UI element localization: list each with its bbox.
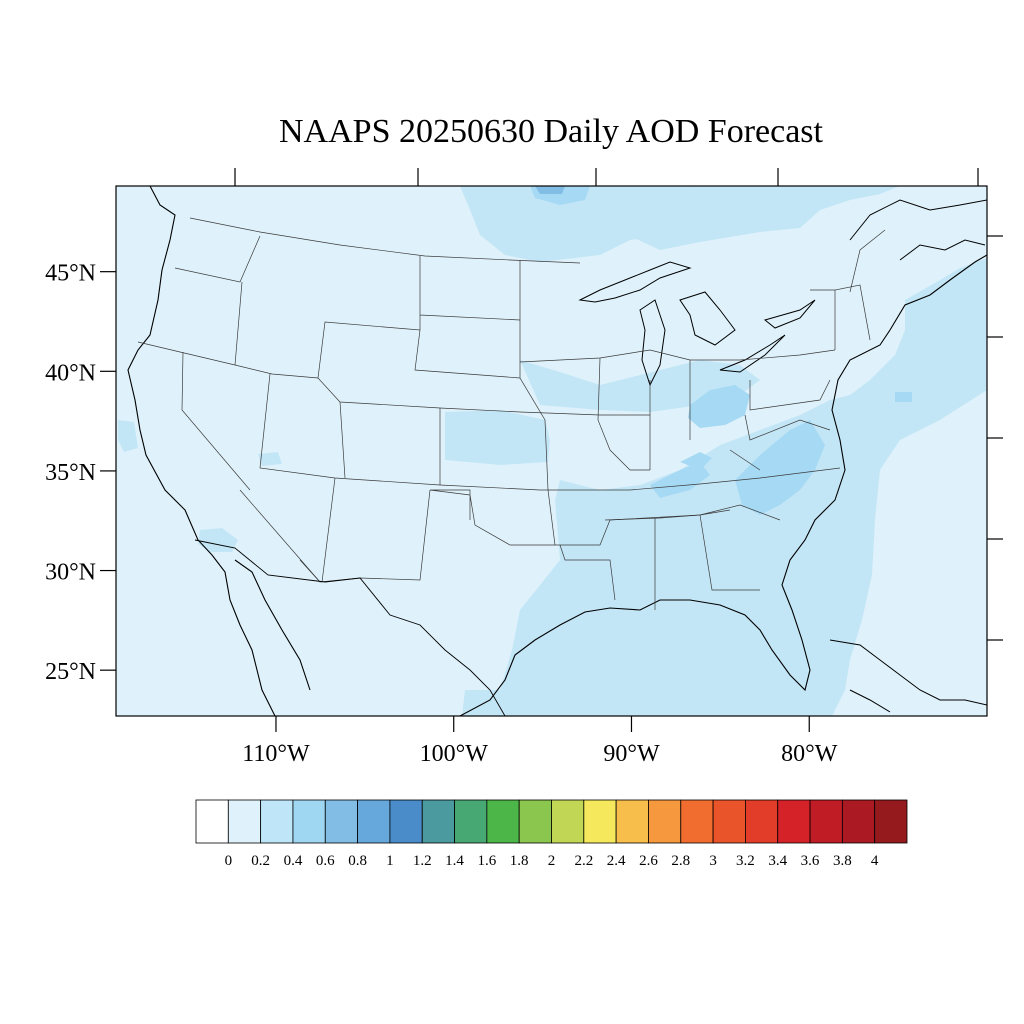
- colorbar-label: 3.6: [801, 853, 820, 869]
- colorbar-swatch: [841, 799, 876, 844]
- colorbar-swatch: [518, 799, 552, 844]
- colorbar-label: 2: [548, 853, 556, 869]
- colorbar-label: 0: [225, 853, 233, 869]
- canada-mexico-coast: [829, 199, 987, 713]
- map-title: NAAPS 20250630 Daily AOD Forecast: [279, 113, 824, 150]
- colorbar-label: 1.4: [445, 853, 464, 869]
- colorbar-swatch: [551, 799, 585, 844]
- colorbar-label: 1: [386, 853, 394, 869]
- colorbar-swatch: [454, 799, 488, 844]
- aod-region-northern-band: [630, 186, 900, 250]
- aod-hotspot-ohio-valley: [688, 385, 750, 428]
- longitude-axis: 110°W 100°W 90°W 80°W: [242, 716, 838, 767]
- colorbar-swatch: [777, 799, 811, 844]
- aod-colorbar: 0 0.2 0.4 0.6 0.8 1 1.2 1.4 1.6 1.8 2 2.2 2.4 2.6 2.8 3…: [195, 799, 908, 869]
- us-mexico-border: [194, 539, 506, 716]
- colorbar-swatch: [421, 799, 455, 844]
- colorbar-label: 4: [871, 853, 879, 869]
- aod-region-upper-midwest: [460, 186, 700, 262]
- colorbar-swatch: [324, 799, 358, 844]
- colorbar-swatch: [712, 799, 746, 844]
- lon-tick-label: 80°W: [781, 741, 838, 767]
- lon-tick-label: 100°W: [420, 741, 489, 767]
- colorbar-label: 2.6: [639, 853, 658, 869]
- coastline-outline: [127, 186, 987, 716]
- lat-tick-label: 40°N: [45, 360, 96, 386]
- colorbar-label: 2.4: [607, 853, 626, 869]
- colorbar-label: 3.4: [768, 853, 787, 869]
- top-ticks: [234, 168, 979, 186]
- colorbar-swatch: [486, 799, 520, 844]
- colorbar-swatch: [357, 799, 391, 844]
- aod-peak-lake-superior: [535, 186, 565, 194]
- colorbar-swatch: [745, 799, 779, 844]
- colorbar-label: 1.8: [510, 853, 529, 869]
- colorbar-swatch: [809, 799, 843, 844]
- colorbar-swatch: [648, 799, 682, 844]
- colorbar-label: 3: [709, 853, 717, 869]
- aod-hotspot-offshore: [895, 392, 912, 402]
- colorbar-swatch: [583, 799, 617, 844]
- aod-region-nevada: [258, 452, 282, 466]
- map-panel: [116, 186, 987, 716]
- lat-tick-label: 25°N: [45, 659, 96, 685]
- right-ticks: [987, 235, 1003, 641]
- aod-band-0-4-0-6: [118, 186, 987, 716]
- colorbar-label: 0.8: [348, 853, 367, 869]
- map-frame: [115, 185, 988, 717]
- aod-region-baja: [198, 528, 238, 552]
- aod-hotspot-tennessee: [650, 462, 710, 498]
- colorbar-swatch: [874, 799, 908, 844]
- colorbar-swatch: [389, 799, 423, 844]
- aod-hotspot-carolinas: [735, 420, 825, 515]
- colorbar-swatch: [615, 799, 649, 844]
- lat-tick-label: 30°N: [45, 560, 96, 586]
- colorbar-label: 2.8: [671, 853, 690, 869]
- aod-region-kansas: [445, 410, 550, 465]
- lat-tick-label: 45°N: [45, 261, 96, 287]
- lon-tick-label: 90°W: [603, 741, 660, 767]
- colorbar-swatch: [260, 799, 294, 844]
- colorbar-label: 0.6: [316, 853, 335, 869]
- latitude-axis: 45°N 40°N 35°N 30°N 25°N: [45, 261, 116, 685]
- lat-tick-label: 35°N: [45, 460, 96, 486]
- colorbar-label: 1.2: [413, 853, 432, 869]
- lon-tick-label: 110°W: [242, 741, 310, 767]
- colorbar-label: 1.6: [477, 853, 496, 869]
- colorbar-swatch: [195, 799, 229, 844]
- aod-region-atlantic-gulf: [462, 258, 987, 716]
- colorbar-swatch: [292, 799, 326, 844]
- colorbar-swatch: [680, 799, 714, 844]
- colorbar-swatch: [227, 799, 262, 844]
- state-boundaries: [137, 217, 886, 610]
- aod-band-0-6-0-8: [530, 186, 912, 515]
- aod-hotspot-kentucky: [680, 452, 712, 470]
- colorbar-label: 0.2: [251, 853, 270, 869]
- colorbar-label: 0.4: [284, 853, 303, 869]
- colorbar-label: 3.2: [736, 853, 755, 869]
- great-lakes-outline: [578, 261, 816, 387]
- aod-region-california: [118, 420, 138, 452]
- colorbar-label: 2.2: [574, 853, 593, 869]
- colorbar-label: 3.8: [833, 853, 852, 869]
